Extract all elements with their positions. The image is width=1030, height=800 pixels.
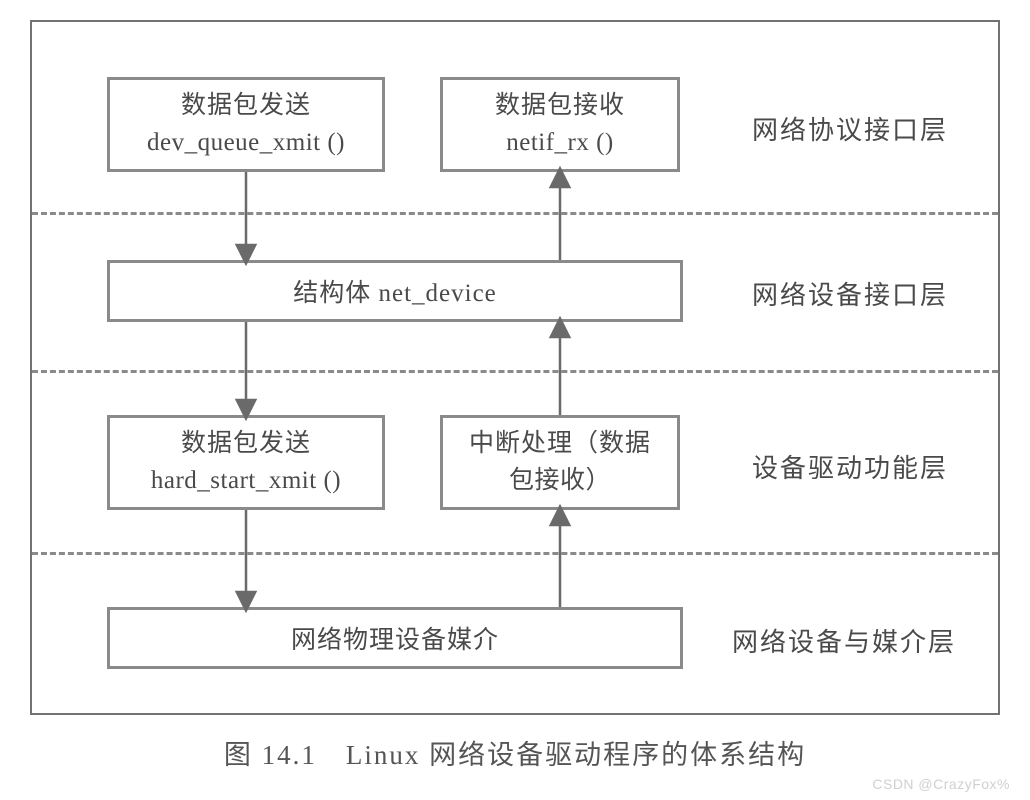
layer-label-3: 设备驱动功能层	[752, 448, 948, 485]
layer-label-4: 网络设备与媒介层	[732, 622, 956, 659]
node-recv-top-title: 数据包接收	[495, 88, 625, 124]
node-recv-mid: 中断处理（数据 包接收）	[440, 415, 680, 510]
node-send-mid-title: 数据包发送	[181, 426, 311, 462]
node-send-mid: 数据包发送 hard_start_xmit ()	[107, 415, 385, 510]
node-send-mid-subtitle: hard_start_xmit ()	[151, 463, 341, 499]
layer-label-1: 网络协议接口层	[752, 110, 948, 147]
node-recv-top-subtitle: netif_rx ()	[506, 125, 614, 161]
node-phys-text: 网络物理设备媒介	[291, 620, 499, 656]
node-recv-top: 数据包接收 netif_rx ()	[440, 77, 680, 172]
layer-divider-1	[32, 212, 998, 215]
node-send-top-subtitle: dev_queue_xmit ()	[147, 125, 345, 161]
node-send-top: 数据包发送 dev_queue_xmit ()	[107, 77, 385, 172]
watermark: CSDN @CrazyFox%	[872, 776, 1010, 792]
layer-label-2: 网络设备接口层	[752, 275, 948, 312]
node-net-device: 结构体 net_device	[107, 260, 683, 322]
node-recv-mid-subtitle: 包接收）	[509, 463, 611, 499]
diagram-frame: 数据包发送 dev_queue_xmit () 数据包接收 netif_rx (…	[30, 20, 1000, 715]
figure-caption: 图 14.1 Linux 网络设备驱动程序的体系结构	[0, 733, 1030, 772]
node-recv-mid-title: 中断处理（数据	[469, 426, 651, 462]
node-send-top-title: 数据包发送	[181, 88, 311, 124]
node-net-device-text: 结构体 net_device	[293, 273, 497, 309]
layer-divider-2	[32, 370, 998, 373]
node-phys: 网络物理设备媒介	[107, 607, 683, 669]
layer-divider-3	[32, 552, 998, 555]
